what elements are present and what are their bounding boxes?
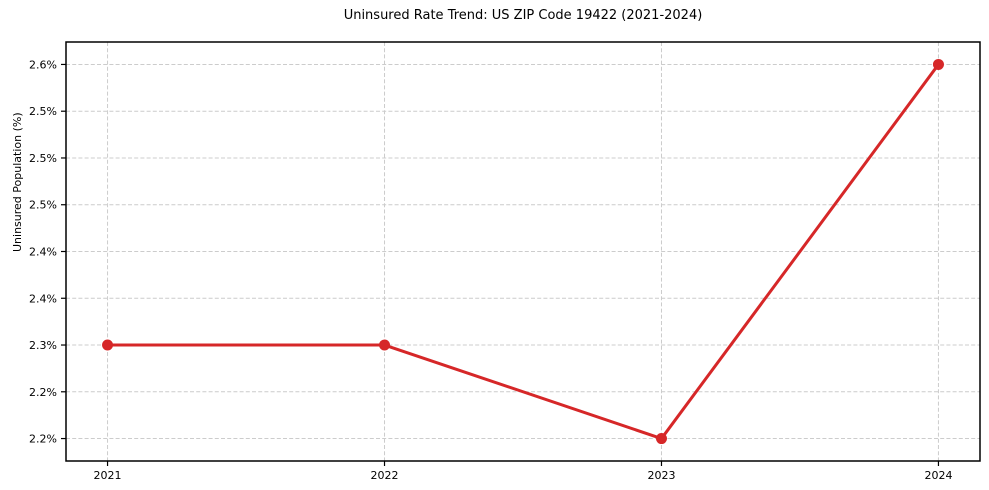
data-point-marker bbox=[655, 433, 667, 445]
y-tick-label: 2.5% bbox=[29, 152, 57, 165]
y-tick-label: 2.4% bbox=[29, 246, 57, 259]
data-point-marker bbox=[379, 339, 391, 351]
x-tick-label: 2021 bbox=[94, 469, 122, 482]
data-point-marker bbox=[932, 58, 944, 70]
x-tick-label: 2022 bbox=[371, 469, 399, 482]
y-tick-label: 2.3% bbox=[29, 339, 57, 352]
plot-frame bbox=[65, 41, 981, 462]
x-tick-label: 2023 bbox=[647, 469, 675, 482]
trend-line bbox=[106, 62, 940, 441]
y-tick-label: 2.2% bbox=[29, 386, 57, 399]
y-tick-label: 2.4% bbox=[29, 292, 57, 305]
y-tick-label: 2.6% bbox=[29, 58, 57, 71]
y-tick-label: 2.5% bbox=[29, 105, 57, 118]
x-tick-label: 2024 bbox=[924, 469, 952, 482]
chart-title: Uninsured Rate Trend: US ZIP Code 19422 … bbox=[343, 8, 703, 23]
y-tick-label: 2.5% bbox=[29, 199, 57, 212]
data-point-marker bbox=[102, 339, 114, 351]
y-tick-label: 2.2% bbox=[29, 433, 57, 446]
